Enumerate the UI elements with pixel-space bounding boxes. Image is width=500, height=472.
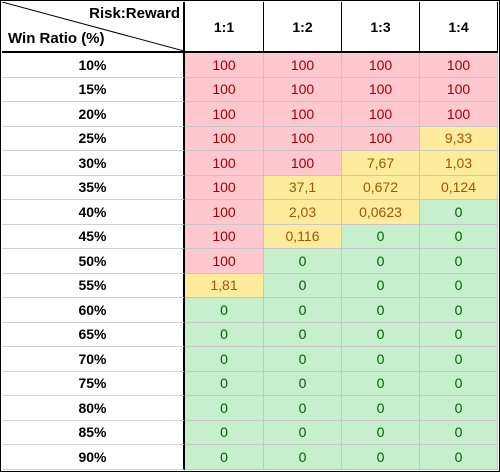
table-cell[interactable]: 0 bbox=[420, 273, 498, 298]
table-cell[interactable]: 0,672 bbox=[342, 175, 420, 200]
table-cell[interactable]: 0 bbox=[420, 224, 498, 249]
table-cell[interactable]: 0 bbox=[185, 396, 264, 421]
table-cell[interactable]: 0 bbox=[420, 420, 498, 445]
table-cell[interactable]: 0 bbox=[420, 249, 498, 274]
table-cell[interactable]: 37,1 bbox=[264, 175, 342, 200]
row-label[interactable]: 75% bbox=[2, 371, 185, 396]
table-cell[interactable]: 0 bbox=[264, 322, 342, 347]
row-label[interactable]: 30% bbox=[2, 151, 185, 176]
table-cell[interactable]: 0 bbox=[420, 396, 498, 421]
row-label[interactable]: 50% bbox=[2, 249, 185, 274]
table-cell[interactable]: 0 bbox=[264, 249, 342, 274]
table-cell[interactable]: 0 bbox=[264, 420, 342, 445]
row-label[interactable]: 25% bbox=[2, 126, 185, 151]
table-cell[interactable]: 100 bbox=[342, 77, 420, 102]
table-cell[interactable]: 2,03 bbox=[264, 200, 342, 225]
table-cell[interactable]: 100 bbox=[185, 53, 264, 78]
row-label[interactable]: 10% bbox=[2, 53, 185, 78]
table-cell[interactable]: 0,116 bbox=[264, 224, 342, 249]
row-label[interactable]: 65% bbox=[2, 322, 185, 347]
table-cell[interactable]: 0 bbox=[264, 371, 342, 396]
table-cell[interactable]: 100 bbox=[342, 53, 420, 78]
table-cell[interactable]: 0 bbox=[420, 445, 498, 470]
row-label[interactable]: 35% bbox=[2, 175, 185, 200]
table-cell[interactable]: 0 bbox=[342, 420, 420, 445]
risk-reward-label: Risk:Reward bbox=[89, 5, 180, 22]
table-cell[interactable]: 100 bbox=[185, 151, 264, 176]
row-label[interactable]: 45% bbox=[2, 224, 185, 249]
table-cell[interactable]: 100 bbox=[185, 77, 264, 102]
diagonal-divider bbox=[2, 2, 184, 51]
table-cell[interactable]: 0 bbox=[185, 322, 264, 347]
table-cell[interactable]: 7,67 bbox=[342, 151, 420, 176]
table-cell[interactable]: 100 bbox=[185, 175, 264, 200]
table-cell[interactable]: 0 bbox=[420, 347, 498, 372]
table-cell[interactable]: 0 bbox=[420, 298, 498, 323]
table-cell[interactable]: 100 bbox=[185, 249, 264, 274]
table-cell[interactable]: 100 bbox=[264, 126, 342, 151]
table-cell[interactable]: 0 bbox=[342, 445, 420, 470]
table-cell[interactable]: 0 bbox=[342, 396, 420, 421]
table-cell[interactable]: 0 bbox=[420, 371, 498, 396]
row-label[interactable]: 55% bbox=[2, 273, 185, 298]
row-label[interactable]: 40% bbox=[2, 200, 185, 225]
table-cell[interactable]: 0,124 bbox=[420, 175, 498, 200]
table-cell[interactable]: 0 bbox=[185, 347, 264, 372]
column-header-1-2[interactable]: 1:2 bbox=[264, 2, 342, 53]
table-cell[interactable]: 0 bbox=[264, 298, 342, 323]
table-cell[interactable]: 0 bbox=[185, 420, 264, 445]
table-cell[interactable]: 0 bbox=[264, 445, 342, 470]
win-ratio-label: Win Ratio (%) bbox=[8, 30, 105, 47]
table-cell[interactable]: 0 bbox=[342, 224, 420, 249]
table-cell[interactable]: 100 bbox=[264, 151, 342, 176]
table-cell[interactable]: 100 bbox=[185, 102, 264, 127]
table-cell[interactable]: 0 bbox=[342, 273, 420, 298]
table-cell[interactable]: 100 bbox=[264, 102, 342, 127]
table-cell[interactable]: 0 bbox=[342, 298, 420, 323]
table-cell[interactable]: 100 bbox=[342, 102, 420, 127]
column-header-1-4[interactable]: 1:4 bbox=[420, 2, 498, 53]
table-cell[interactable]: 0 bbox=[342, 347, 420, 372]
row-label[interactable]: 15% bbox=[2, 77, 185, 102]
table-cell[interactable]: 9,33 bbox=[420, 126, 498, 151]
row-label[interactable]: 85% bbox=[2, 420, 185, 445]
table-cell[interactable]: 100 bbox=[185, 200, 264, 225]
row-label[interactable]: 80% bbox=[2, 396, 185, 421]
table-cell[interactable]: 100 bbox=[185, 224, 264, 249]
table-cell[interactable]: 0,0623 bbox=[342, 200, 420, 225]
table-cell[interactable]: 0 bbox=[342, 322, 420, 347]
table-cell[interactable]: 0 bbox=[264, 347, 342, 372]
table-cell[interactable]: 0 bbox=[342, 249, 420, 274]
table-cell[interactable]: 100 bbox=[420, 77, 498, 102]
table-cell[interactable]: 0 bbox=[264, 396, 342, 421]
row-label[interactable]: 20% bbox=[2, 102, 185, 127]
table-cell[interactable]: 100 bbox=[342, 126, 420, 151]
table-cell[interactable]: 1,03 bbox=[420, 151, 498, 176]
table-cell[interactable]: 100 bbox=[264, 77, 342, 102]
table-cell[interactable]: 100 bbox=[420, 102, 498, 127]
corner-header-cell[interactable]: Risk:Reward Win Ratio (%) bbox=[2, 2, 185, 53]
table-cell[interactable]: 0 bbox=[342, 371, 420, 396]
column-header-1-1[interactable]: 1:1 bbox=[185, 2, 264, 53]
table-cell[interactable]: 100 bbox=[185, 126, 264, 151]
table-cell[interactable]: 0 bbox=[420, 200, 498, 225]
table-cell[interactable]: 0 bbox=[264, 273, 342, 298]
table-cell[interactable]: 100 bbox=[264, 53, 342, 78]
table-cell[interactable]: 0 bbox=[185, 371, 264, 396]
row-label[interactable]: 70% bbox=[2, 347, 185, 372]
column-header-1-3[interactable]: 1:3 bbox=[342, 2, 420, 53]
table-cell[interactable]: 1,81 bbox=[185, 273, 264, 298]
row-label[interactable]: 60% bbox=[2, 298, 185, 323]
table-cell[interactable]: 0 bbox=[185, 298, 264, 323]
table-cell[interactable]: 100 bbox=[420, 53, 498, 78]
table-cell[interactable]: 0 bbox=[185, 445, 264, 470]
table-cell[interactable]: 0 bbox=[420, 322, 498, 347]
row-label[interactable]: 90% bbox=[2, 445, 185, 470]
